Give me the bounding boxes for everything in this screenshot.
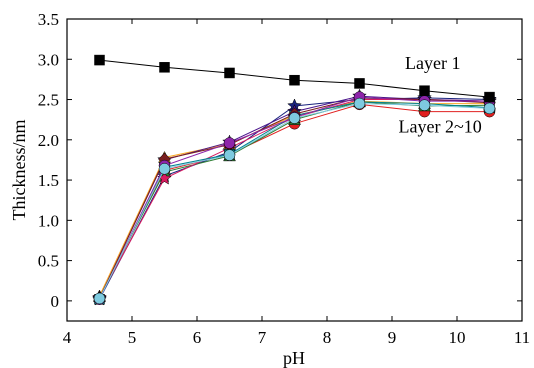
data-point: [159, 62, 170, 73]
annotation-layer: Layer 1 Layer 2~10: [399, 53, 482, 137]
annotation-label: Layer 1: [405, 53, 460, 73]
plot-frame: [66, 18, 523, 322]
x-tick-label: 7: [258, 328, 267, 347]
x-tick-label: 9: [388, 328, 397, 347]
y-tick-label: 1.0: [38, 211, 59, 230]
y-axis-label: Thickness/nm: [9, 120, 29, 221]
y-tick-label: 2.0: [38, 131, 59, 150]
y-tick-label: 1.5: [38, 171, 59, 190]
data-point: [93, 292, 106, 305]
y-tick-label: 0: [51, 292, 60, 311]
y-tick-label: 0.5: [38, 252, 59, 271]
y-tick-label: 2.5: [38, 91, 59, 110]
axis-ticks: 4 5 6 7 8 9 10 11 0 0.5 1.0 1.5 2.0 2.5 3.0 3.5: [38, 10, 530, 347]
series-layer: [92, 54, 497, 306]
data-point: [224, 67, 235, 79]
y-tick-label: 3.5: [38, 10, 59, 29]
data-point: [419, 85, 430, 96]
data-point: [353, 97, 366, 110]
data-point: [484, 91, 495, 103]
x-tick-label: 8: [323, 328, 332, 347]
data-point: [354, 78, 365, 89]
data-point: [289, 74, 300, 86]
x-tick-label: 11: [514, 328, 530, 347]
data-point: [223, 149, 236, 161]
data-point: [288, 112, 301, 124]
data-point: [418, 99, 431, 111]
series-11: [93, 97, 496, 305]
x-tick-label: 10: [449, 328, 466, 347]
data-point: [94, 54, 105, 66]
x-tick-label: 5: [128, 328, 137, 347]
series-1: [94, 54, 495, 103]
x-axis-label: pH: [283, 348, 305, 368]
annotation-label: Layer 2~10: [399, 117, 482, 137]
data-point: [223, 137, 236, 149]
data-point: [158, 163, 171, 175]
x-tick-label: 4: [63, 328, 72, 347]
x-tick-label: 6: [193, 328, 202, 347]
data-point: [483, 102, 496, 115]
y-tick-label: 3.0: [38, 50, 59, 69]
